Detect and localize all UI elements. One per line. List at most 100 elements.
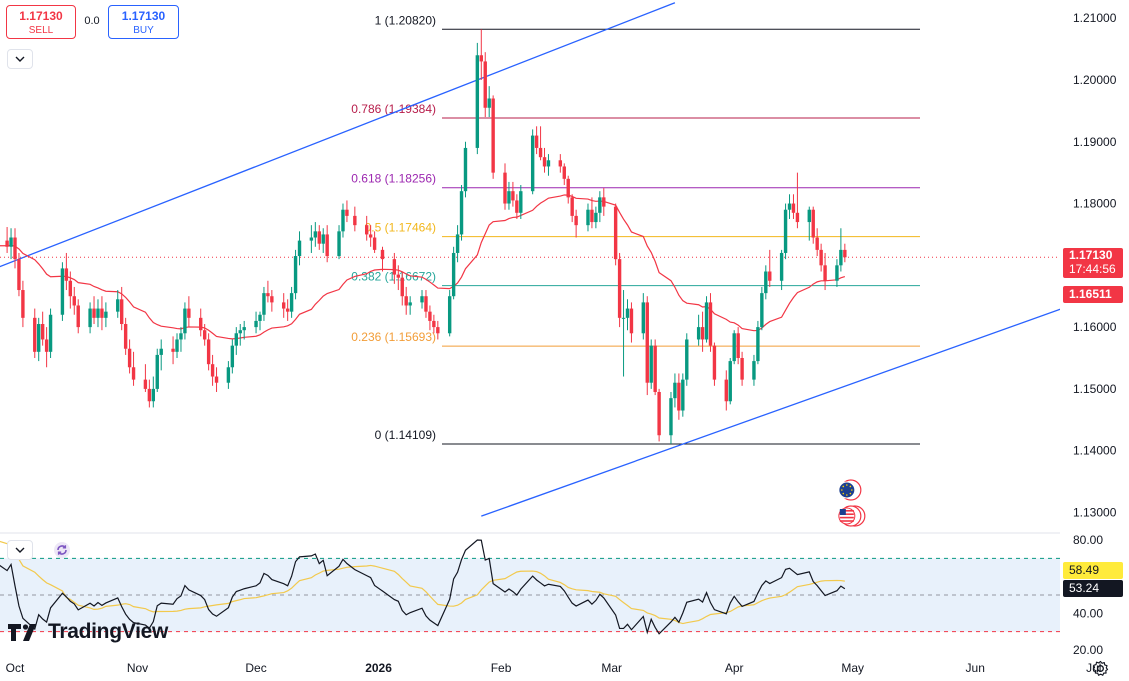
- candle-body: [396, 274, 401, 278]
- candle-body: [424, 296, 428, 312]
- price-tick-label: 1.19000: [1073, 135, 1117, 149]
- price-tick-label: 1.20000: [1073, 73, 1117, 87]
- fib-level-label: 0.786 (1.19384): [351, 102, 436, 116]
- candle-body: [254, 320, 258, 328]
- candle-body: [199, 317, 203, 331]
- candle-body: [843, 249, 847, 258]
- candle-body: [617, 259, 622, 318]
- candle-body: [546, 160, 551, 167]
- candle-body: [404, 296, 408, 306]
- candle-body: [408, 302, 412, 306]
- candle-body: [673, 382, 677, 399]
- candle-body: [487, 98, 491, 108]
- candle-body: [819, 249, 823, 266]
- candle-body: [9, 237, 13, 247]
- candle-body: [171, 348, 175, 352]
- candle-body: [179, 333, 183, 340]
- candle-body: [13, 237, 17, 260]
- time-tick-label: Oct: [6, 661, 25, 675]
- candle-body: [740, 358, 744, 380]
- candle-body: [479, 55, 483, 62]
- candle-body: [258, 314, 262, 321]
- last-price-tag: 1.17130 17:44:56: [1063, 248, 1123, 278]
- candle-body: [653, 345, 657, 392]
- candle-body: [40, 324, 45, 340]
- candle-body: [708, 302, 713, 346]
- candle-body: [562, 166, 566, 179]
- candle-body: [96, 308, 100, 318]
- candle-body: [420, 296, 424, 303]
- candle-body: [262, 293, 266, 315]
- candle-body: [558, 160, 563, 167]
- candle-body: [285, 308, 290, 312]
- candle-body: [143, 379, 148, 389]
- candle-body: [752, 361, 756, 380]
- buy-button[interactable]: 1.17130 BUY: [108, 5, 179, 39]
- candle-body: [297, 240, 302, 257]
- moving-average-layer: [0, 194, 1060, 340]
- refresh-icon[interactable]: [53, 541, 71, 559]
- candle-body: [64, 268, 69, 281]
- candle-body: [88, 308, 92, 328]
- sell-button[interactable]: 1.17130 SELL: [6, 5, 76, 39]
- candle-body: [507, 191, 511, 204]
- candle-body: [768, 271, 772, 281]
- candle-body: [234, 333, 238, 346]
- candle-body: [491, 98, 495, 173]
- fib-level-label: 1 (1.20820): [375, 13, 436, 27]
- moving-average-line: [0, 194, 846, 340]
- candle-body: [436, 327, 440, 334]
- candle-body: [598, 197, 602, 213]
- candle-body: [127, 348, 132, 368]
- candle-body: [270, 296, 274, 303]
- candle-body: [613, 206, 618, 260]
- candle-body: [37, 324, 41, 352]
- candle-body: [151, 388, 156, 402]
- candle-body: [337, 231, 341, 257]
- candle-body: [447, 296, 452, 334]
- candle-body: [293, 256, 298, 294]
- candle-body: [400, 277, 404, 297]
- candle-body: [309, 237, 314, 241]
- rsi-collapse-button[interactable]: [7, 540, 33, 560]
- candle-body: [159, 348, 163, 355]
- candle-body: [503, 172, 507, 204]
- candle-body: [183, 308, 187, 334]
- fibonacci-layer: 1 (1.20820) 0.786 (1.19384) 0.618 (1.18256…: [351, 13, 920, 445]
- fib-level-label: 0 (1.14109): [375, 428, 436, 442]
- calendar-event-icon: [838, 479, 862, 501]
- gear-icon[interactable]: [1092, 660, 1109, 677]
- collapse-toolbar-button[interactable]: [7, 49, 33, 69]
- sell-price: 1.17130: [19, 9, 63, 23]
- tradingview-logo[interactable]: TradingView: [8, 619, 168, 645]
- rsi-layer: [0, 539, 846, 635]
- candle-body: [764, 271, 768, 294]
- time-tick-label: Jun: [966, 661, 985, 675]
- candle-body: [325, 234, 329, 257]
- candle-body: [594, 212, 598, 223]
- candle-body: [795, 212, 800, 223]
- candle-body: [732, 333, 736, 362]
- fib-level-label: 0.618 (1.18256): [351, 172, 436, 186]
- price-tick-label: 1.18000: [1073, 197, 1117, 211]
- candle-body: [317, 231, 321, 244]
- candle-body: [48, 314, 53, 352]
- candle-body: [475, 55, 480, 148]
- candle-body: [685, 339, 689, 380]
- candle-body: [542, 157, 547, 167]
- candle-body: [76, 305, 80, 328]
- axes-layer: 1.210001.200001.190001.180001.170001.160…: [6, 11, 1117, 675]
- time-tick-label: 2026: [365, 661, 392, 675]
- time-tick-label: Apr: [725, 661, 744, 675]
- candle-body: [60, 268, 65, 315]
- rsi-tick-label: 40.00: [1073, 606, 1103, 620]
- candle-body: [534, 135, 539, 148]
- rsi-band-layer: [0, 532, 1060, 633]
- candle-body: [783, 209, 788, 253]
- candle-body: [214, 376, 219, 383]
- candle-body: [230, 345, 235, 368]
- candle-body: [645, 302, 649, 383]
- events-layer[interactable]: [838, 479, 866, 527]
- price-tick-label: 1.15000: [1073, 382, 1117, 396]
